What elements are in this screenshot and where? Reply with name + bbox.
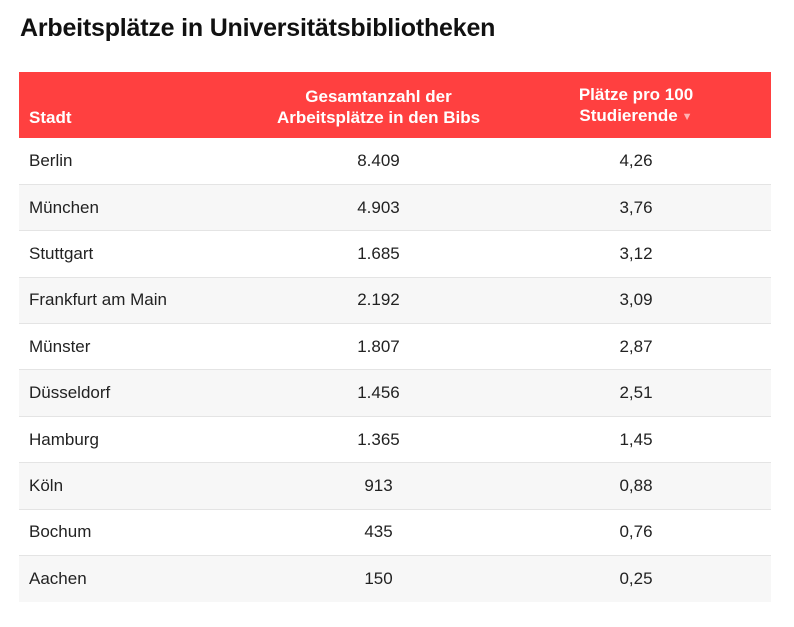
table-row: Hamburg 1.365 1,45: [19, 416, 771, 463]
column-header-label: Stadt: [29, 108, 72, 127]
table-row: Aachen 150 0,25: [19, 555, 771, 602]
cell-per-100: 3,09: [619, 290, 653, 310]
cell-city: München: [29, 197, 99, 217]
cell-city: Düsseldorf: [29, 383, 111, 403]
column-header-label-line2: Arbeitsplätze in den Bibs: [276, 108, 481, 127]
cell-per-100: 3,12: [619, 243, 653, 263]
cell-city: Berlin: [29, 150, 73, 170]
table-row: Köln 913 0,88: [19, 462, 771, 510]
cell-total: 4.903: [357, 197, 400, 217]
table-row: Münster 1.807 2,87: [19, 324, 771, 370]
table-row: Stuttgart 1.685 3,12: [19, 231, 771, 278]
cell-per-100: 3,76: [619, 197, 653, 217]
cell-city: Bochum: [29, 522, 92, 542]
cell-per-100: 2,87: [619, 336, 653, 356]
cell-total: 913: [364, 475, 393, 495]
cell-total: 1.685: [357, 243, 400, 263]
table-header: Stadt Gesamtanzahl der Arbeitsplätze in …: [19, 72, 771, 138]
column-header-label-line1: Gesamtanzahl der: [305, 87, 452, 106]
cell-city: Aachen: [29, 568, 87, 588]
data-table-container: Stadt Gesamtanzahl der Arbeitsplätze in …: [19, 72, 771, 602]
table-row: Frankfurt am Main 2.192 3,09: [19, 277, 771, 324]
table-row: Berlin 8.409 4,26: [19, 138, 771, 185]
cell-total: 1.807: [357, 336, 400, 356]
cell-total: 435: [364, 522, 393, 542]
column-header-gesamtanzahl[interactable]: Gesamtanzahl der Arbeitsplätze in den Bi…: [256, 72, 501, 138]
cell-total: 8.409: [357, 150, 400, 170]
cell-per-100: 4,26: [619, 150, 653, 170]
column-header-stadt[interactable]: Stadt: [19, 72, 256, 138]
cell-total: 1.365: [357, 429, 400, 449]
cell-per-100: 1,45: [619, 429, 653, 449]
cell-total: 1.456: [357, 383, 400, 403]
cell-total: 2.192: [357, 290, 400, 310]
cell-per-100: 2,51: [619, 383, 653, 403]
sort-descending-icon: ▼: [681, 111, 693, 123]
table-row: Bochum 435 0,76: [19, 509, 771, 556]
table-row: Düsseldorf 1.456 2,51: [19, 369, 771, 417]
column-header-label-line1: Plätze pro 100: [578, 85, 694, 104]
cell-city: Stuttgart: [29, 243, 94, 263]
cell-per-100: 0,76: [619, 522, 653, 542]
column-header-plaetze-pro-100[interactable]: Plätze pro 100 Studierende ▼: [501, 72, 771, 138]
data-table: Stadt Gesamtanzahl der Arbeitsplätze in …: [19, 72, 771, 602]
cell-city: Münster: [29, 336, 91, 356]
cell-total: 150: [364, 568, 393, 588]
chart-title: Arbeitsplätze in Universitätsbibliotheke…: [20, 14, 496, 42]
column-header-label-line2: Studierende: [579, 106, 678, 125]
cell-city: Hamburg: [29, 429, 99, 449]
cell-per-100: 0,25: [619, 568, 653, 588]
table-row: München 4.903 3,76: [19, 184, 771, 231]
table-header-row: Stadt Gesamtanzahl der Arbeitsplätze in …: [19, 72, 771, 138]
table-body: Berlin 8.409 4,26 München 4.903 3,76 Stu…: [19, 138, 771, 602]
cell-city: Köln: [29, 475, 64, 495]
cell-per-100: 0,88: [619, 475, 653, 495]
cell-city: Frankfurt am Main: [29, 290, 167, 310]
